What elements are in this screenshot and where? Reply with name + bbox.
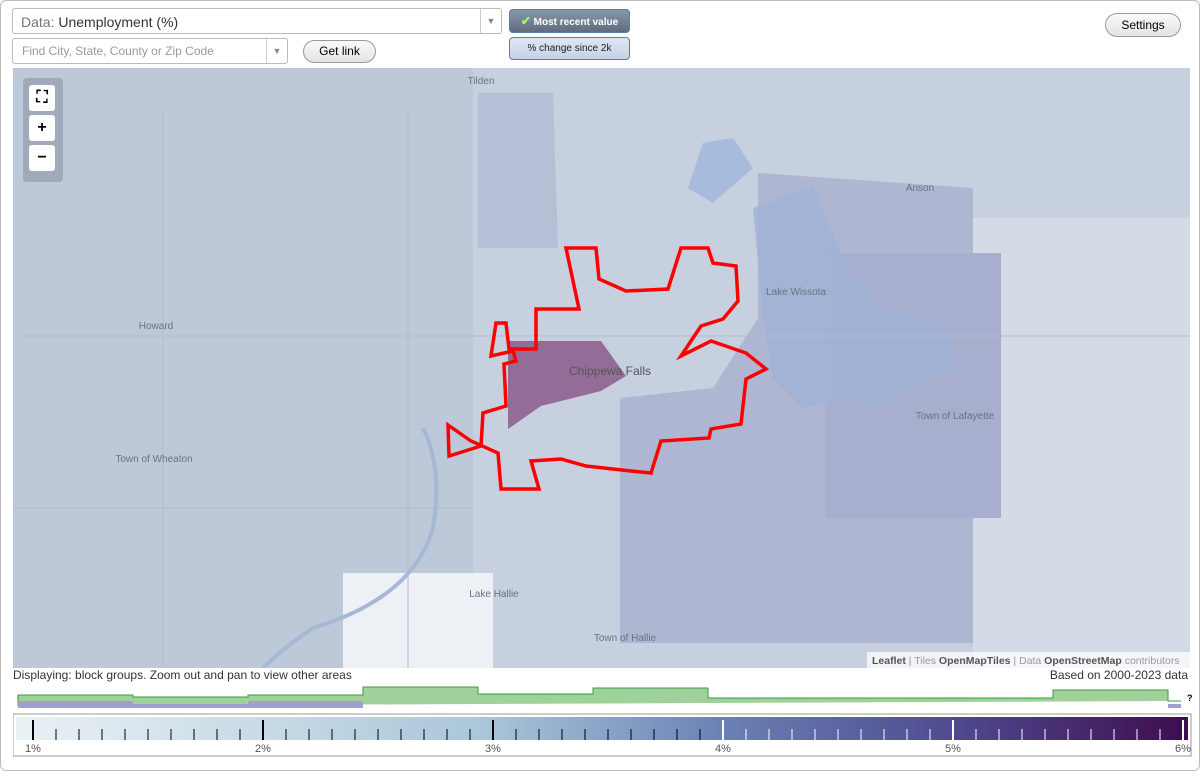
data-value: Unemployment (%) (58, 14, 179, 30)
region (343, 573, 493, 668)
legend: ? 1% 2% 3% 4% 5% 6% (13, 686, 1193, 757)
dropdown-arrow[interactable]: ▼ (480, 9, 501, 33)
settings-button[interactable]: Settings (1105, 13, 1181, 37)
attribution-text: | Data (1013, 655, 1041, 667)
highlighted-area (508, 341, 626, 429)
map-label: Chippewa Falls (569, 364, 651, 378)
map-label: Howard (139, 321, 173, 332)
city-boundary (446, 246, 770, 491)
histogram-recent (17, 686, 1181, 706)
map-label: Lake Hallie (469, 589, 519, 600)
pct-change-toggle[interactable]: % change since 2k (509, 37, 630, 60)
region (478, 93, 558, 248)
zoom-in-button[interactable]: + (29, 115, 55, 141)
region (13, 68, 473, 668)
map-label: Town of Hallie (594, 633, 657, 644)
scale-label: 2% (255, 743, 271, 755)
attribution-link[interactable]: Leaflet (872, 655, 906, 667)
map-label: Lake Wissota (766, 287, 826, 298)
scale-label: 4% (715, 743, 731, 755)
attribution: Leaflet | Tiles OpenMapTiles | Data Open… (872, 655, 1180, 667)
search-input[interactable]: Find City, State, County or Zip Code ▼ (12, 38, 288, 64)
based-on-note: Based on 2000-2023 data (1049, 668, 1188, 682)
lake (688, 138, 753, 203)
data-prefix: Data: (21, 14, 55, 30)
map-label: Town of Wheaton (115, 454, 192, 465)
lake (753, 186, 958, 408)
dropdown-arrow[interactable]: ▼ (266, 39, 287, 63)
help-icon[interactable]: ? (1187, 693, 1193, 703)
map-label: Tilden (468, 76, 495, 87)
scale-label: 5% (945, 743, 961, 755)
get-link-button[interactable]: Get link (303, 40, 376, 63)
scale-label: 1% (25, 743, 41, 755)
attribution-link[interactable]: OpenStreetMap (1044, 655, 1122, 667)
most-recent-toggle[interactable]: ✔ Most recent value (509, 9, 630, 33)
map-label: Town of Lafayette (916, 411, 995, 422)
histogram-baseline (18, 701, 1181, 708)
road (13, 108, 1190, 668)
attribution-bg (867, 652, 1190, 668)
region (973, 218, 1190, 668)
color-scale (16, 717, 1188, 740)
displaying-note: Displaying: block groups. Zoom out and p… (13, 668, 352, 682)
data-select[interactable]: Data: Unemployment (%) ▼ (12, 8, 502, 34)
river (261, 427, 439, 668)
zoom-out-button[interactable]: − (29, 145, 55, 171)
map-label: Anson (906, 183, 934, 194)
scale-label: 6% (1175, 743, 1191, 755)
scale-label: 3% (485, 743, 501, 755)
map[interactable]: Tilden Anson Howard Lake Wissota Chippew… (13, 68, 1190, 668)
attribution-text: contributors (1125, 655, 1180, 667)
fullscreen-button[interactable]: ⛶ (29, 85, 55, 111)
most-recent-label: Most recent value (533, 17, 619, 28)
search-placeholder: Find City, State, County or Zip Code (22, 44, 214, 58)
attribution-link[interactable]: OpenMapTiles (939, 655, 1011, 667)
attribution-text: | Tiles (909, 655, 936, 667)
